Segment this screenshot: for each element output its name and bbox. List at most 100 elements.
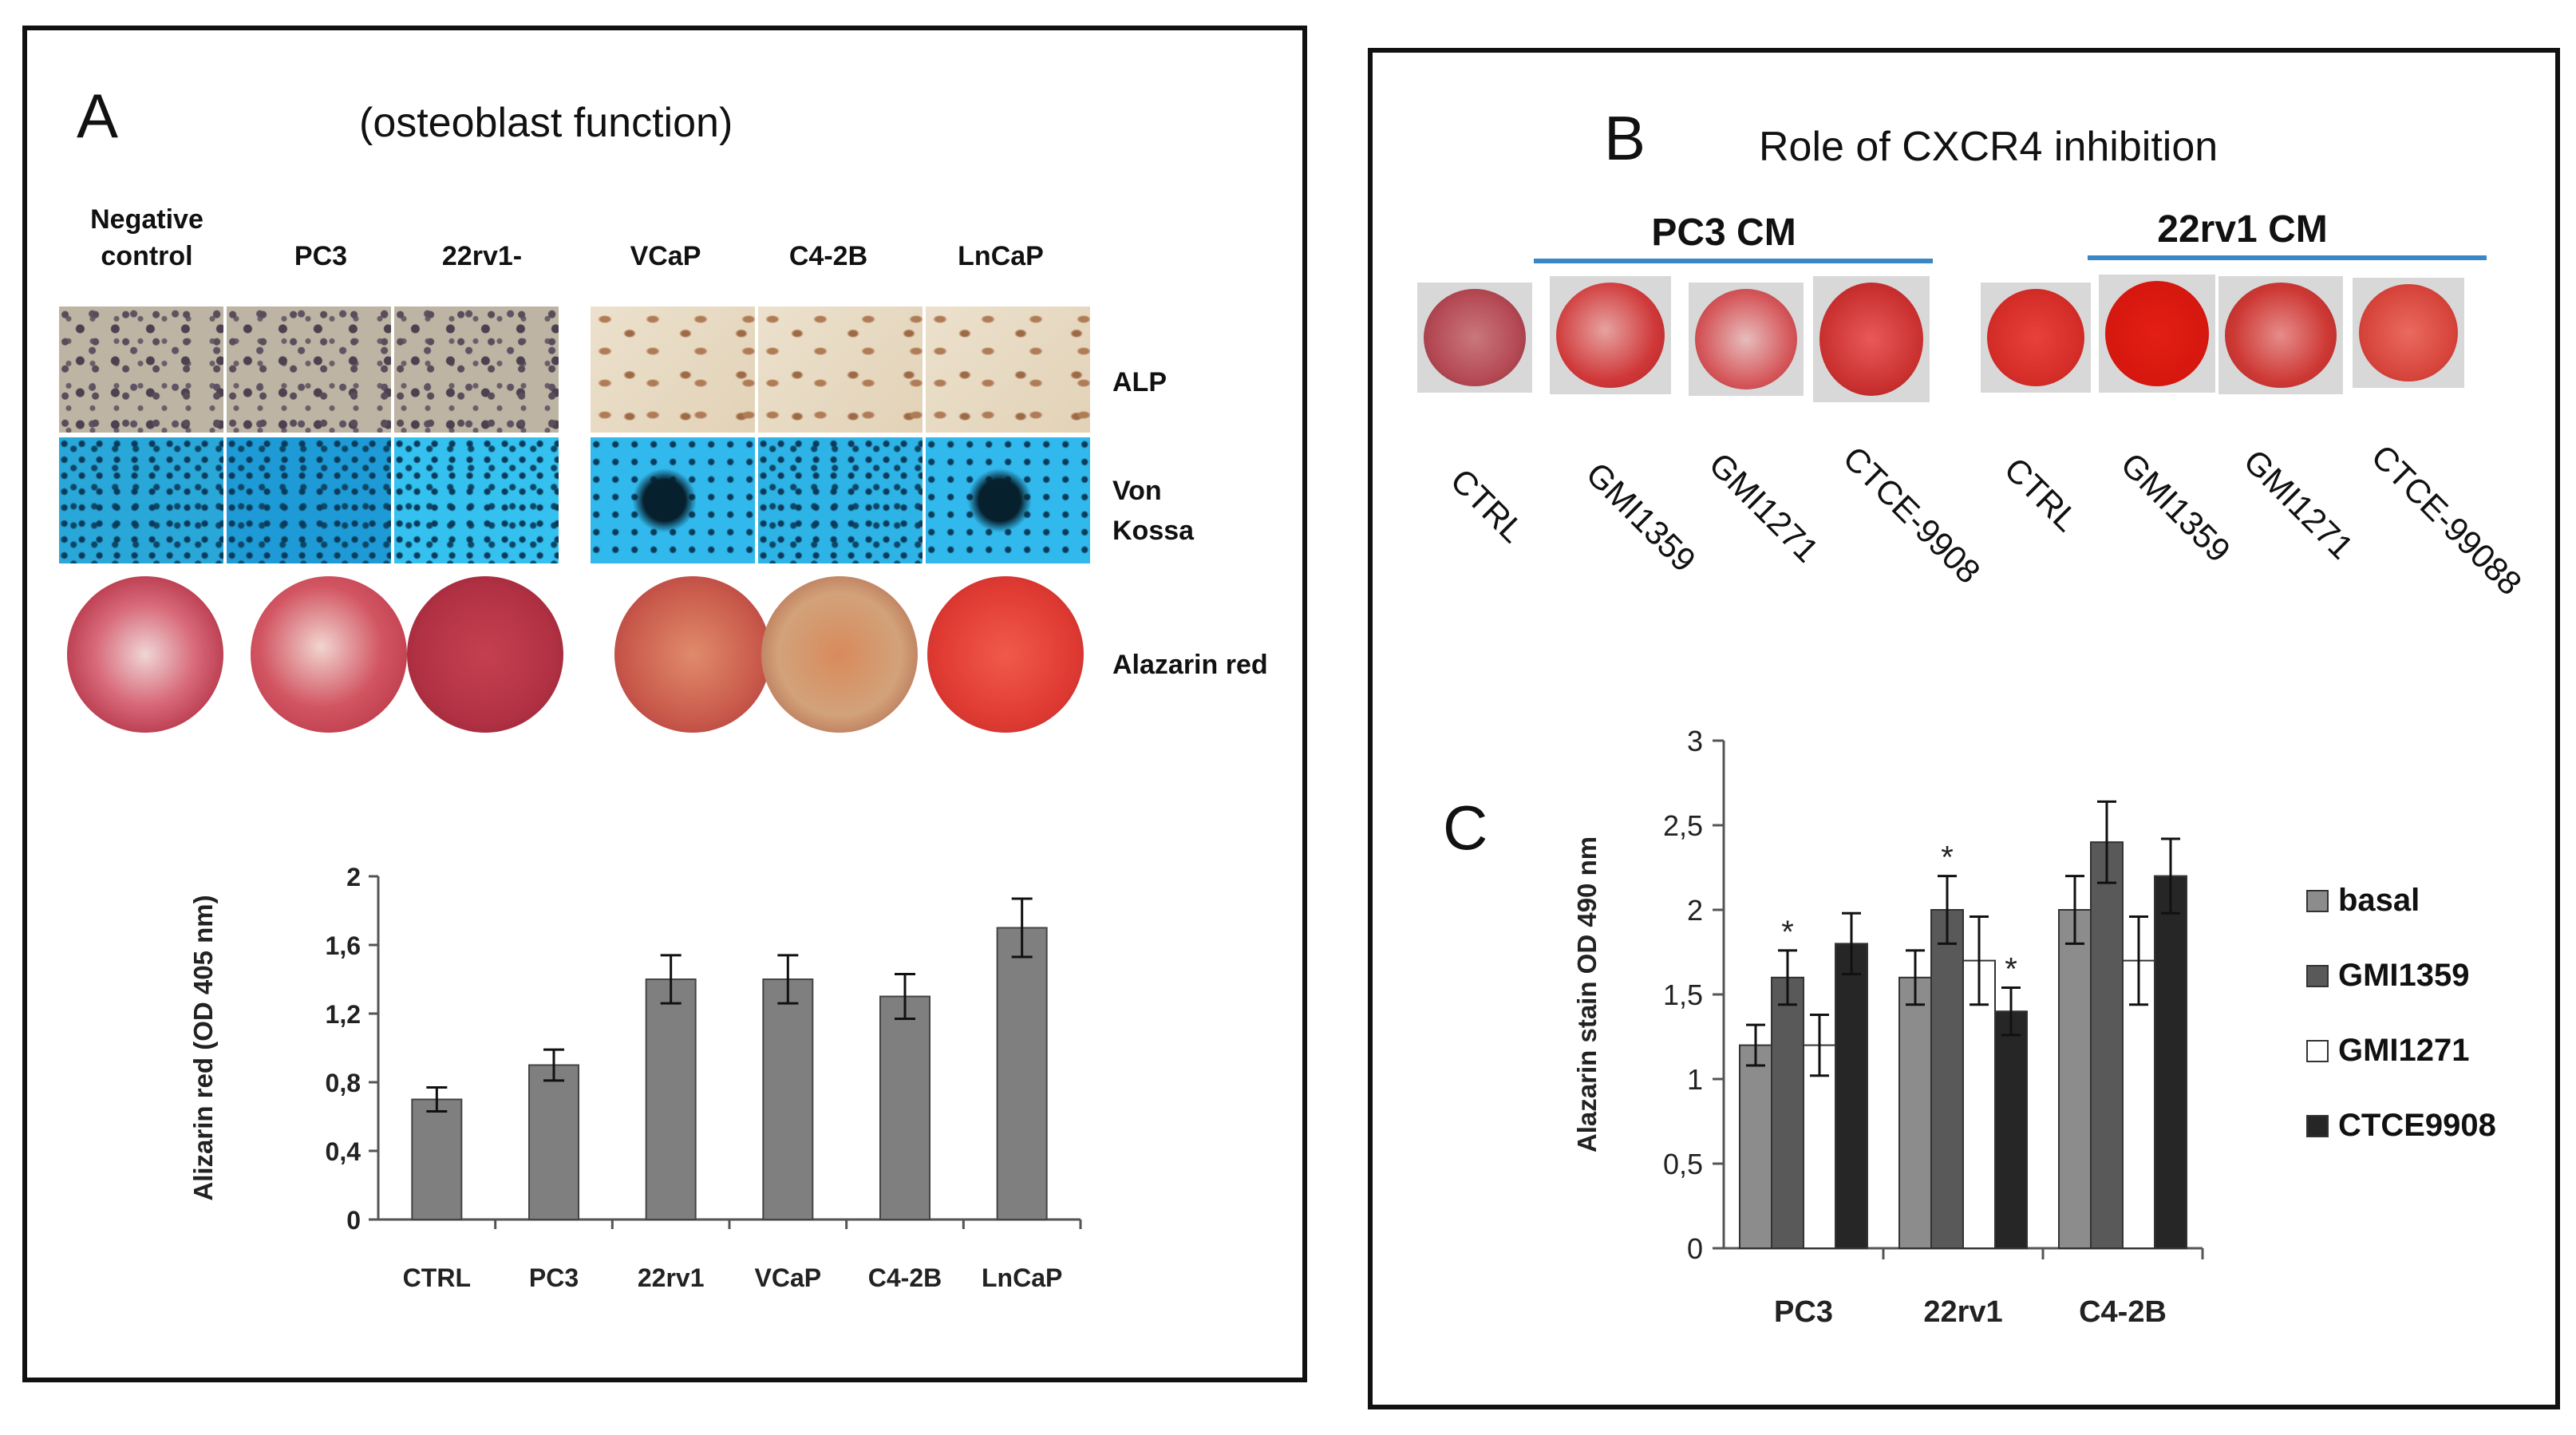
y-axis-label: Alizarin red (OD 405 nm) bbox=[188, 895, 218, 1200]
bar bbox=[2154, 875, 2187, 1249]
panel-a-title: (osteoblast function) bbox=[359, 100, 733, 146]
x-tick-label: PC3 bbox=[1774, 1295, 1833, 1329]
alp-image bbox=[926, 306, 1090, 433]
column-label: VCaP bbox=[630, 241, 701, 271]
bar bbox=[1835, 943, 1868, 1249]
y-tick-label: 1,5 bbox=[1663, 978, 1703, 1011]
alp-image bbox=[591, 306, 755, 433]
well-image bbox=[1981, 283, 2091, 393]
treatment-label: GMI1359 bbox=[2113, 445, 2238, 570]
legend-item: GMI1359 bbox=[2306, 958, 2470, 994]
bar bbox=[528, 1064, 579, 1220]
legend-swatch bbox=[2306, 1114, 2329, 1137]
alizarin-well-image bbox=[927, 576, 1084, 733]
y-tick-label: 1,6 bbox=[326, 931, 361, 960]
legend-swatch bbox=[2306, 1039, 2329, 1062]
alizarin-well-image bbox=[67, 576, 223, 733]
panel-c-letter: C bbox=[1443, 793, 1488, 863]
significance-marker: * bbox=[2005, 952, 2017, 987]
legend-label: GMI1271 bbox=[2338, 1033, 2470, 1068]
bar bbox=[1898, 976, 1932, 1249]
alizarin-well-image bbox=[251, 576, 407, 733]
row-label-alizarin: Alazarin red bbox=[1112, 650, 1268, 680]
significance-marker: * bbox=[1781, 915, 1794, 950]
well-image bbox=[1417, 283, 1532, 393]
column-label: C4-2B bbox=[788, 241, 868, 271]
alizarin-well-image bbox=[614, 576, 771, 733]
bar bbox=[762, 978, 814, 1220]
bar bbox=[996, 927, 1048, 1220]
column-label: Negative control bbox=[90, 204, 203, 271]
cm-group-label: PC3 CM bbox=[1651, 211, 1796, 254]
von-kossa-image bbox=[758, 437, 923, 563]
bar bbox=[1930, 909, 1964, 1249]
treatment-label: GMI1271 bbox=[2236, 442, 2361, 567]
chart-a: 0 0,4 0,8 1,2 1,6 2 CTRL PC3 22rv1 VCaP C4-2B LnCaP… bbox=[188, 863, 1082, 1292]
bar bbox=[2058, 909, 2092, 1249]
alizarin-well-image bbox=[761, 576, 918, 733]
x-tick-label: PC3 bbox=[529, 1263, 579, 1292]
bar bbox=[2122, 959, 2155, 1249]
legend-item: basal bbox=[2306, 883, 2420, 919]
treatment-label: GMI1359 bbox=[1578, 455, 1704, 579]
von-kossa-image bbox=[227, 437, 391, 563]
y-tick-label: 0 bbox=[346, 1206, 361, 1235]
alp-image bbox=[758, 306, 923, 433]
y-tick-label: 1 bbox=[1687, 1063, 1703, 1096]
legend-item: GMI1271 bbox=[2306, 1033, 2470, 1069]
cm-group-label: 22rv1 CM bbox=[2157, 208, 2328, 251]
bar bbox=[1803, 1044, 1836, 1249]
bar bbox=[1771, 976, 1804, 1249]
legend-label: GMI1359 bbox=[2338, 958, 2470, 993]
von-kossa-image bbox=[926, 437, 1090, 563]
bar bbox=[1994, 1010, 2028, 1249]
column-label: 22rv1- bbox=[441, 241, 523, 271]
legend-label: basal bbox=[2338, 883, 2420, 918]
panel-b-letter: B bbox=[1604, 103, 1646, 173]
legend-label: CTCE9908 bbox=[2338, 1108, 2496, 1143]
von-kossa-image bbox=[394, 437, 559, 563]
x-tick-label: C4-2B bbox=[2079, 1295, 2167, 1329]
column-label: LnCaP bbox=[958, 241, 1044, 271]
x-tick-label: C4-2B bbox=[868, 1263, 942, 1292]
cm-group-line bbox=[2088, 255, 2487, 260]
von-kossa-image bbox=[591, 437, 755, 563]
x-tick-label: CTRL bbox=[403, 1263, 471, 1292]
well-image bbox=[2353, 278, 2464, 388]
von-kossa-image bbox=[59, 437, 223, 563]
bar bbox=[411, 1098, 463, 1220]
row-label-alp: ALP bbox=[1112, 367, 1167, 397]
y-tick-label: 1,2 bbox=[326, 1000, 361, 1029]
treatment-label: CTRL bbox=[1443, 461, 1532, 550]
alp-image bbox=[394, 306, 559, 433]
significance-marker: * bbox=[1941, 840, 1954, 876]
bar bbox=[879, 995, 930, 1220]
chart-c: 0 0,5 1 1,5 2 2,5 3 * PC3 * * 22rv1 C4-2B Alazarin st… bbox=[1572, 725, 2204, 1329]
treatment-label: CTCE-99088 bbox=[2364, 437, 2530, 603]
bar bbox=[2090, 841, 2124, 1249]
y-tick-label: 0 bbox=[1687, 1232, 1703, 1265]
x-tick-label: VCaP bbox=[755, 1263, 822, 1292]
bar bbox=[645, 978, 697, 1220]
well-image bbox=[2218, 276, 2343, 394]
cm-group-line bbox=[1534, 259, 1933, 263]
well-image bbox=[1550, 276, 1671, 394]
well-image bbox=[1689, 283, 1804, 396]
treatment-label: GMI1271 bbox=[1701, 445, 1827, 570]
well-image bbox=[1813, 276, 1930, 402]
alp-image bbox=[227, 306, 391, 433]
panel-a: A (osteoblast function) Negative control… bbox=[22, 26, 1307, 1382]
panel-a-letter: A bbox=[77, 81, 119, 151]
panel-b-title: Role of CXCR4 inhibition bbox=[1759, 124, 2218, 170]
legend-item: CTCE9908 bbox=[2306, 1108, 2496, 1144]
panel-b: B Role of CXCR4 inhibition PC3 CM 22rv1 … bbox=[1368, 48, 2560, 1409]
y-tick-label: 0,5 bbox=[1663, 1148, 1703, 1180]
y-tick-label: 2 bbox=[1687, 894, 1703, 927]
bar bbox=[1739, 1044, 1772, 1249]
y-tick-label: 0,8 bbox=[326, 1069, 361, 1097]
y-tick-label: 2,5 bbox=[1663, 809, 1703, 842]
y-tick-label: 0,4 bbox=[326, 1137, 362, 1166]
y-tick-label: 3 bbox=[1687, 725, 1703, 757]
row-label-von-kossa: Von Kossa bbox=[1112, 476, 1195, 546]
x-tick-label: 22rv1 bbox=[638, 1263, 705, 1292]
